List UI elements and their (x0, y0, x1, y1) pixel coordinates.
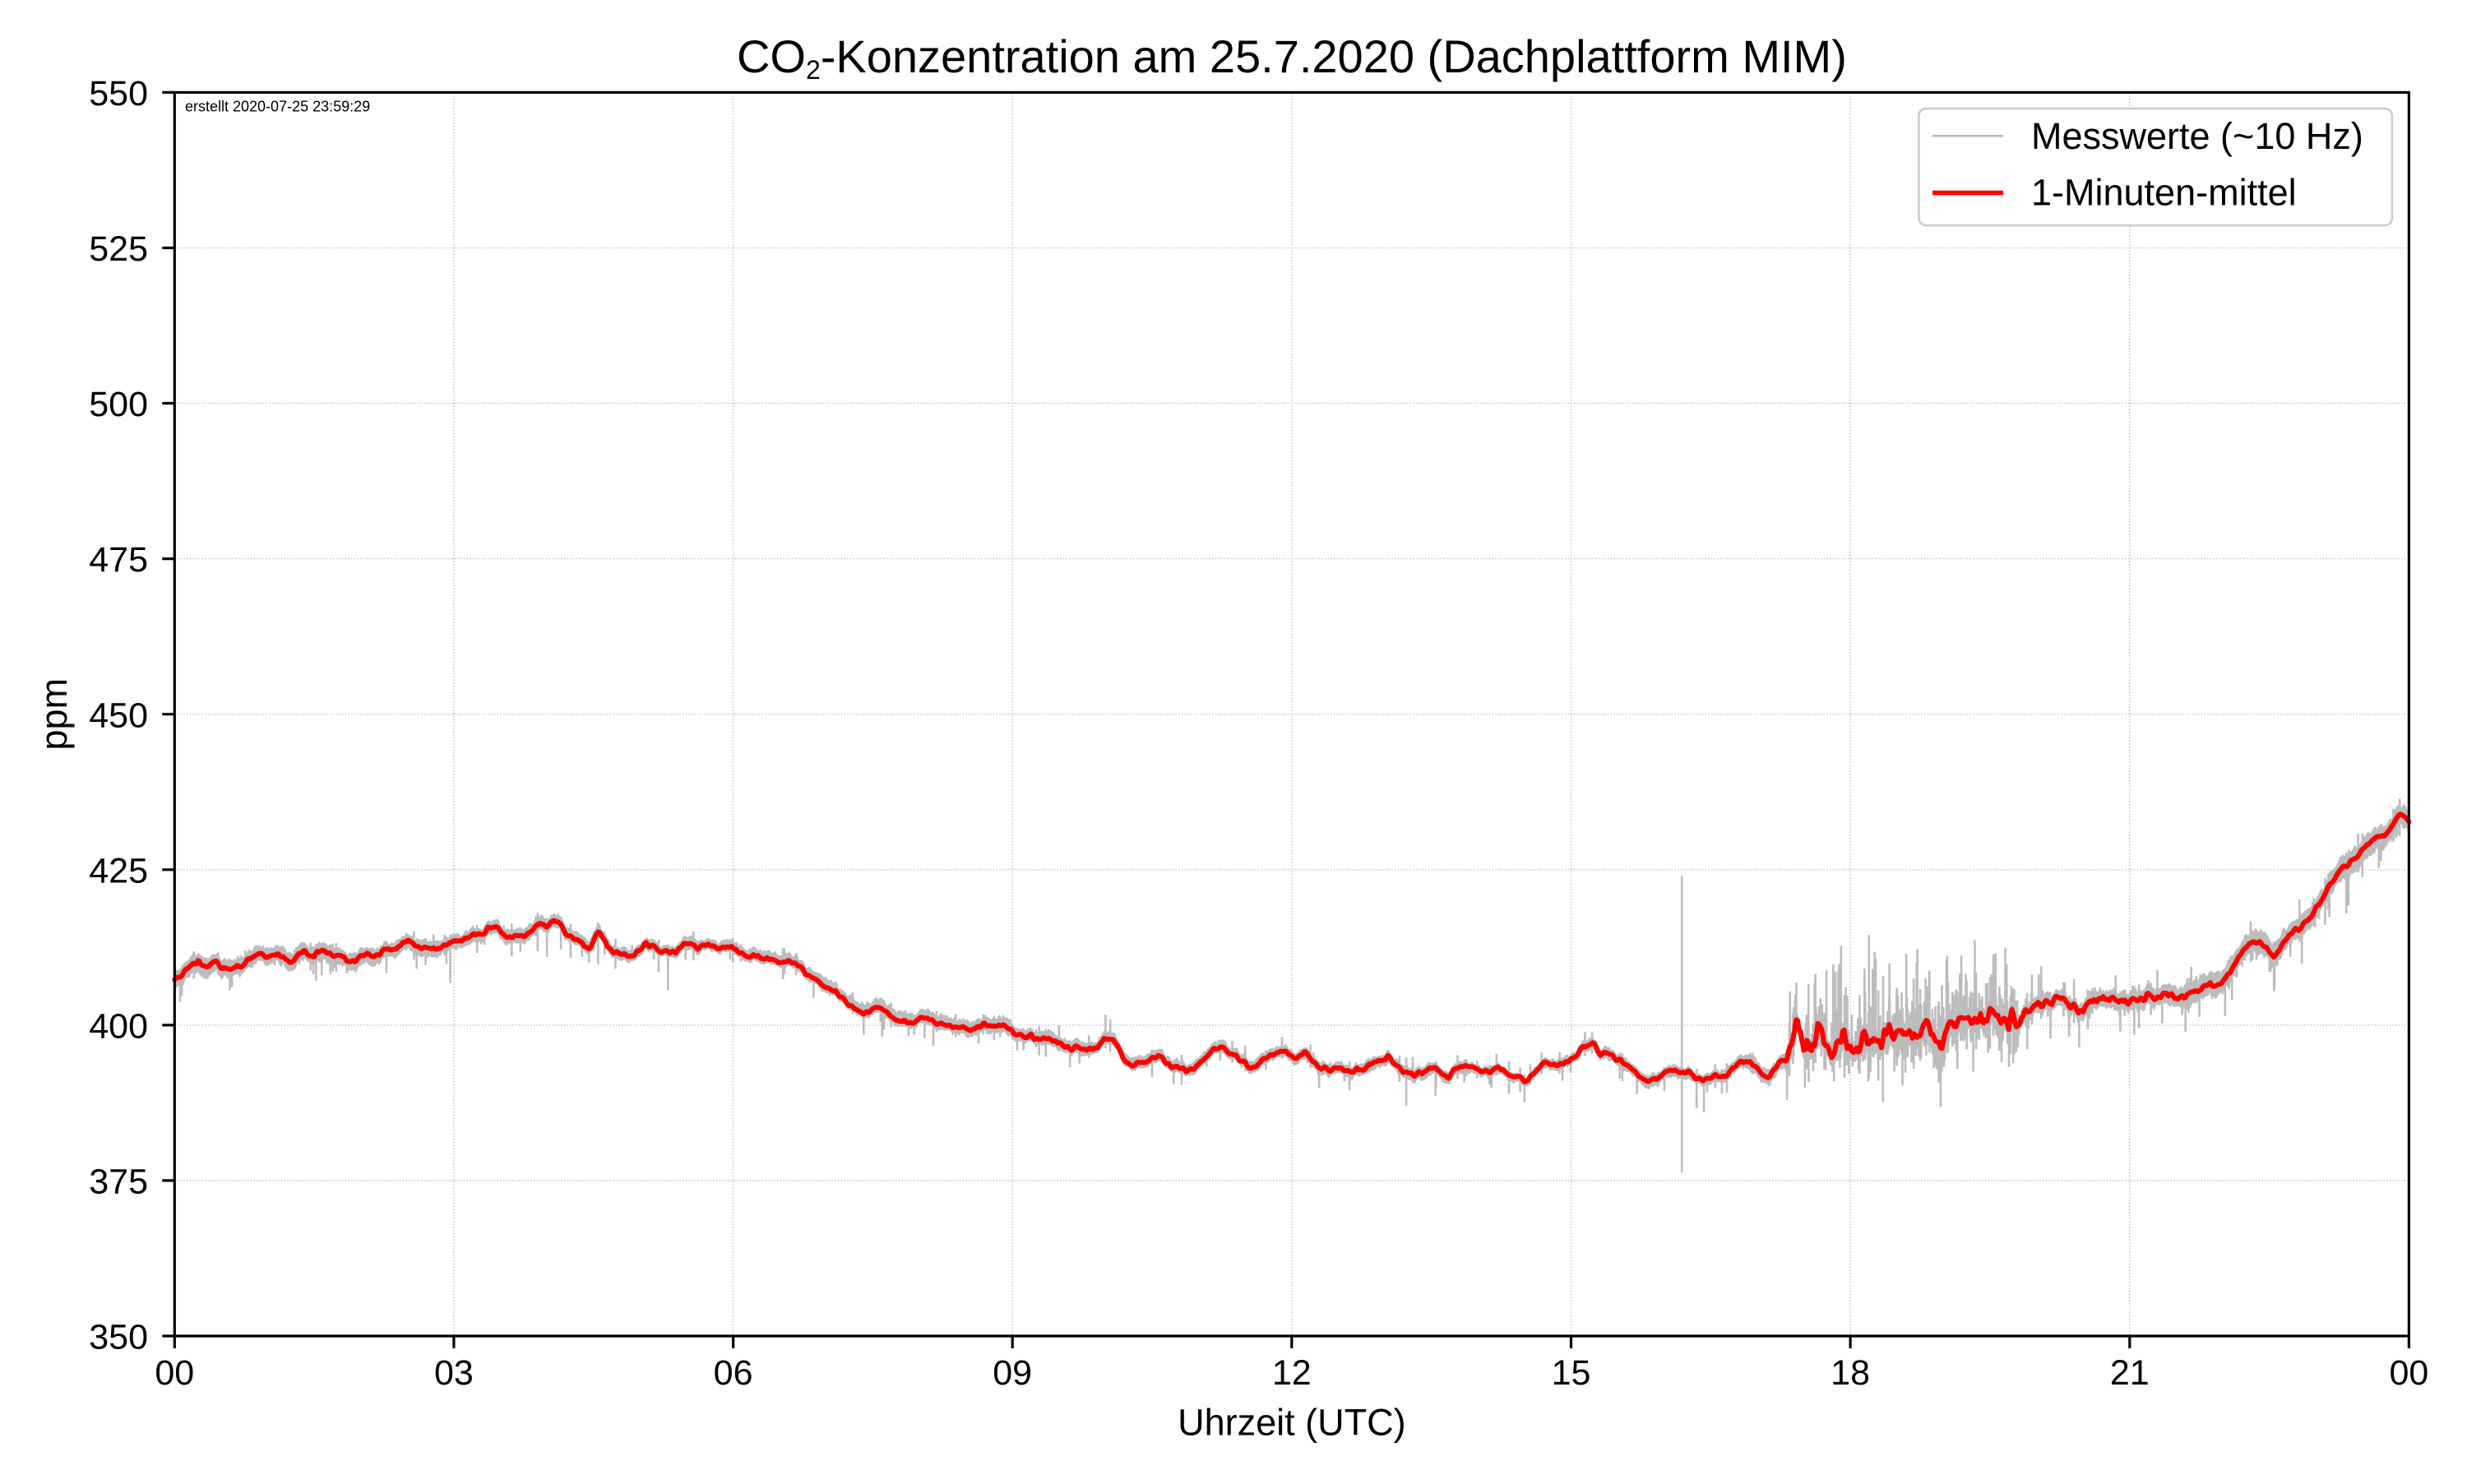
svg-text:Messwerte (~10 Hz): Messwerte (~10 Hz) (2031, 115, 2363, 157)
svg-text:21: 21 (2110, 1353, 2150, 1393)
svg-text:18: 18 (1831, 1353, 1870, 1393)
svg-text:ppm: ppm (33, 678, 75, 751)
svg-text:400: 400 (89, 1007, 148, 1047)
svg-text:375: 375 (89, 1163, 148, 1202)
svg-text:550: 550 (89, 74, 148, 113)
svg-text:425: 425 (89, 851, 148, 890)
svg-text:500: 500 (89, 385, 148, 424)
svg-text:15: 15 (1552, 1353, 1591, 1393)
svg-text:06: 06 (714, 1353, 753, 1393)
svg-text:CO2-Konzentration am 25.7.2020: CO2-Konzentration am 25.7.2020 (Dachplat… (737, 30, 1847, 85)
svg-text:00: 00 (155, 1353, 194, 1393)
svg-text:525: 525 (89, 229, 148, 269)
svg-text:09: 09 (993, 1353, 1032, 1393)
svg-text:350: 350 (89, 1318, 148, 1357)
svg-text:03: 03 (434, 1353, 474, 1393)
svg-text:450: 450 (89, 696, 148, 735)
svg-text:erstellt 2020-07-25 23:59:29: erstellt 2020-07-25 23:59:29 (185, 99, 370, 115)
svg-text:00: 00 (2389, 1353, 2428, 1393)
svg-text:475: 475 (89, 540, 148, 580)
svg-text:1-Minuten-mittel: 1-Minuten-mittel (2031, 172, 2297, 214)
svg-text:Uhrzeit (UTC): Uhrzeit (UTC) (1178, 1402, 1406, 1444)
svg-text:12: 12 (1272, 1353, 1312, 1393)
